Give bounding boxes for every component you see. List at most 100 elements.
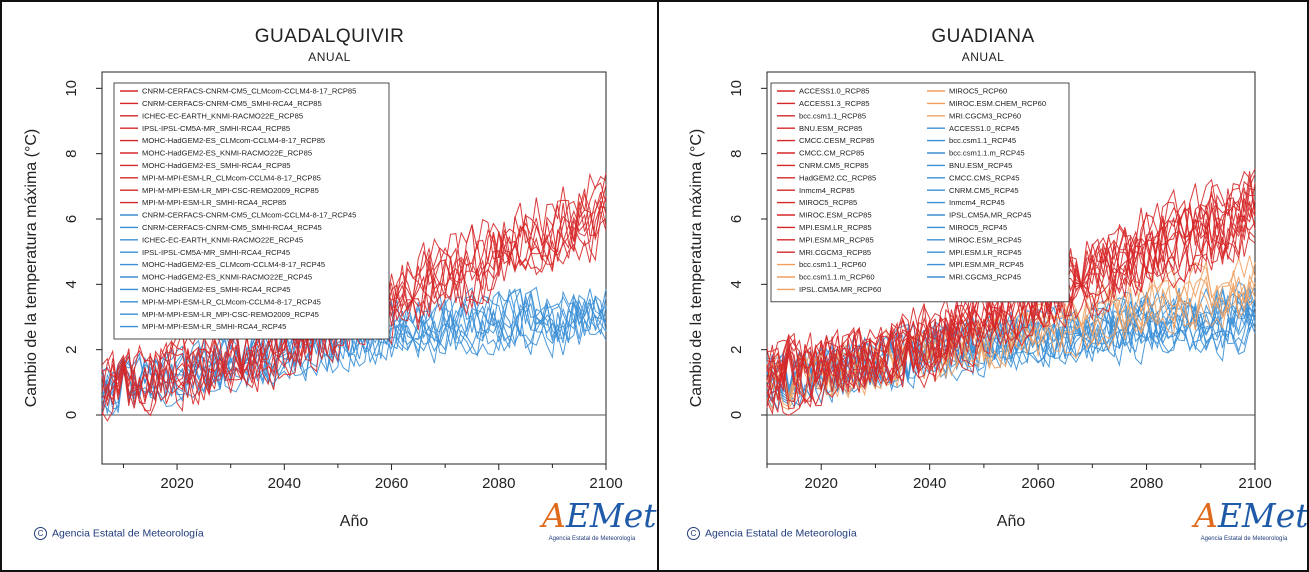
x-axis-label: Año [340,513,369,530]
legend-label: IPSL-IPSL-CM5A-MR_SMHI-RCA4_RCP85 [142,124,290,133]
series-line [766,262,1256,402]
y-tick-label: 0 [63,411,80,419]
legend-label: MRI.CGCM3_RCP85 [799,248,871,257]
legend-label: MPI-M-MPI-ESM-LR_SMHI-RCA4_RCP85 [142,198,286,207]
legend-label: CNRM.CM5_RCP85 [799,161,869,170]
legend-label: MIROC5_RCP45 [949,223,1007,232]
x-tick-label: 2020 [160,475,193,492]
legend-label: MRI.CGCM3_RCP45 [949,273,1021,282]
legend-label: MPI.ESM.MR_RCP45 [949,260,1024,269]
chart-panel-guadiana: GUADIANA ANUAL 2020 2040 2060 2080 2100 0 2 4 6 8… [657,0,1309,572]
logo-initial: A [542,496,566,535]
legend-label: CNRM.CM5_RCP45 [949,186,1019,195]
y-tick-label: 6 [63,215,80,223]
y-axis-label: Cambio de la temperatura máxima (°C) [688,129,705,408]
series-group [766,168,1256,416]
legend-label: MPI-M-MPI-ESM-LR_MPI-CSC-REMO2009_RCP85 [142,186,319,195]
legend: CNRM-CERFACS-CNRM-CM5_CLMcom-CCLM4-8-17_… [113,82,390,340]
legend-label: ICHEC-EC-EARTH_KNMI-RACMO22E_RCP45 [142,235,303,244]
legend-label: bcc.csm1.1.m_RCP60 [799,273,875,282]
x-tick-label: 2100 [589,475,622,492]
logo-word: AEMet [542,496,657,535]
legend-label: MPI.ESM.MR_RCP85 [799,235,874,244]
series-line [766,201,1256,388]
legend-label: MRI.CGCM3_RCP60 [949,111,1021,120]
legend-label: CNRM-CERFACS-CNRM-CM5_CLMcom-CCLM4-8-17_… [142,87,356,96]
series-line [766,289,1256,405]
legend-label: MIROC.ESM.CHEM_RCP60 [949,99,1046,108]
chart-subtitle: ANUAL [961,50,1005,64]
series-line [766,206,1256,406]
logo-tagline: Agencia Estatal de Meteorología [1200,536,1288,542]
legend-label: CMCC.CMS_RCP45 [949,173,1019,182]
y-tick-label: 2 [728,345,745,353]
series-line [766,270,1256,411]
plot-area: 2020 2040 2060 2080 2100 0 2 4 6 8 10 Año Cambio de … [688,71,1272,530]
legend-label: bcc.csm1.1_RCP45 [949,136,1016,145]
chart-title: GUADIANA [931,26,1035,47]
series-line [766,199,1256,408]
chart-panel-guadalquivir: GUADALQUIVIR ANUAL 2020 2040 2060 2080 2100 0… [0,0,659,572]
plot-area: 2020 2040 2060 2080 2100 0 2 4 6 8 10 Año Cambio de … [23,71,623,530]
series-line [766,294,1256,398]
y-tick-label: 4 [728,280,745,288]
plot-frame [766,71,1256,465]
credit-label: Agencia Estatal de Meteorología [705,527,857,540]
legend-label: bcc.csm1.1.m_RCP45 [949,149,1025,158]
legend-label: MOHC-HadGEM2-ES_KNMI-RACMO22E_RCP85 [142,149,312,158]
legend-label: IPSL.CM5A.MR_RCP45 [949,211,1031,220]
x-tick-label: 2060 [375,475,408,492]
legend-label: BNU.ESM_RCP45 [949,161,1012,170]
legend-label: MOHC-HadGEM2-ES_SMHI-RCA4_RCP85 [142,161,291,170]
y-tick-label: 8 [728,149,745,157]
y-tick-label: 10 [728,80,745,97]
aemet-logo: AEMet Agencia Estatal de Meteorología [1194,496,1307,550]
legend-label: BNU.ESM_RCP85 [799,124,862,133]
legend-label: ICHEC-EC-EARTH_KNMI-RACMO22E_RCP85 [142,111,303,120]
logo-initial: A [1194,496,1218,535]
y-tick-label: 0 [728,411,745,419]
y-tick-label: 10 [63,80,80,97]
legend-label: MIROC5_RCP60 [949,87,1007,96]
legend-label: MPI-M-MPI-ESM-LR_CLMcom-CCLM4-8-17_RCP85 [142,173,321,182]
series-line [766,187,1256,416]
legend-box [113,82,390,340]
x-tick-label: 2100 [1238,475,1271,492]
legend-label: MPI.ESM.LR_RCP85 [799,223,872,232]
legend-label: Inmcm4_RCP45 [949,198,1005,207]
x-tick-label: 2040 [913,475,946,492]
legend-label: CNRM-CERFACS-CNRM-CM5_SMHI-RCA4_RCP85 [142,99,322,108]
legend-label: Inmcm4_RCP85 [799,186,855,195]
legend-label: MOHC-HadGEM2-ES_CLMcom-CCLM4-8-17_RCP45 [142,260,325,269]
legend-label: MIROC5_RCP85 [799,198,857,207]
credit-text: C Agencia Estatal de Meteorología [687,527,857,540]
aemet-logo: AEMet Agencia Estatal de Meteorología [542,496,657,550]
chart-subtitle: ANUAL [308,50,351,64]
series-line [766,212,1256,410]
legend-label: ACCESS1.0_RCP85 [799,87,870,96]
legend-label: MOHC-HadGEM2-ES_KNMI-RACMO22E_RCP45 [142,273,312,282]
legend-box [770,82,1070,303]
logo-rest: EMet [565,496,657,535]
legend-label: ACCESS1.0_RCP45 [949,124,1020,133]
legend-label: IPSL-IPSL-CM5A-MR_SMHI-RCA4_RCP45 [142,248,290,257]
legend: ACCESS1.0_RCP85 ACCESS1.3_RCP85 bcc.csm1.1… [770,82,1070,303]
legend-label: ACCESS1.3_RCP85 [799,99,870,108]
legend-label: bcc.csm1.1_RCP85 [799,111,866,120]
credit-text: C Agencia Estatal de Meteorología [34,527,204,540]
logo-rest: EMet [1217,496,1309,535]
x-tick-label: 2080 [482,475,515,492]
legend-label: IPSL.CM5A.MR_RCP60 [799,285,881,294]
y-axis-label: Cambio de la temperatura máxima (°C) [23,129,40,408]
y-tick-label: 2 [63,345,80,353]
x-tick-label: 2020 [805,475,838,492]
legend-label: CNRM-CERFACS-CNRM-CM5_SMHI-RCA4_RCP45 [142,223,322,232]
legend-label: CMCC.CESM_RCP85 [799,136,875,145]
credit-label: Agencia Estatal de Meteorología [52,527,204,540]
legend-label: MPI.ESM.LR_RCP45 [949,248,1022,257]
legend-label: MOHC-HadGEM2-ES_SMHI-RCA4_RCP45 [142,285,291,294]
y-tick-label: 8 [63,149,80,157]
copyright-icon: C [34,527,47,540]
legend-label: CNRM-CERFACS-CNRM-CM5_CLMcom-CCLM4-8-17_… [142,211,356,220]
logo-word: AEMet [1194,496,1307,535]
